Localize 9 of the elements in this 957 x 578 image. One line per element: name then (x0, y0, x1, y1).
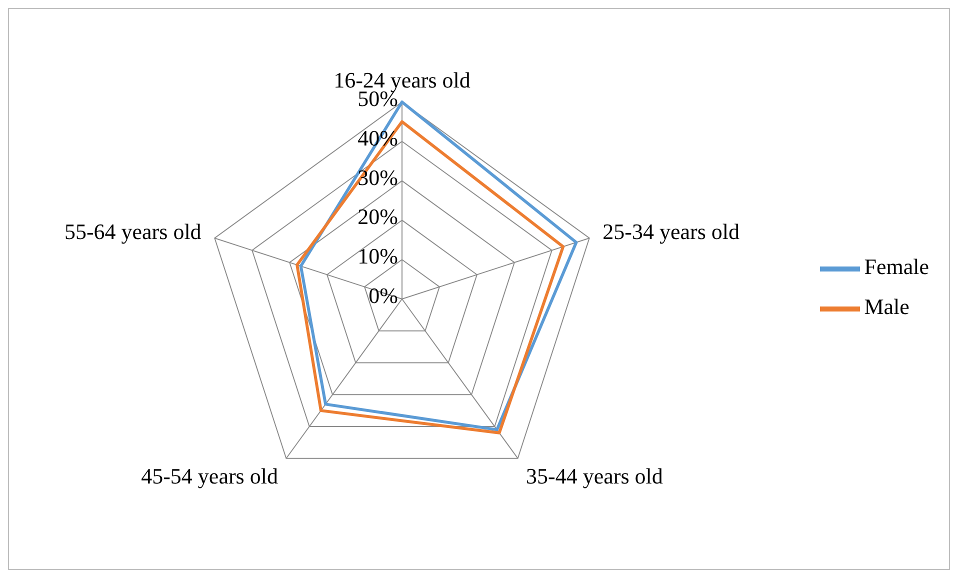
legend-label: Male (864, 294, 910, 320)
spoke-label: 25-34 years old (602, 218, 740, 244)
spoke-label: 45-54 years old (141, 464, 278, 489)
spoke-label: 35-44 years old (526, 464, 663, 489)
spoke-label: 55-64 years old (64, 218, 202, 244)
y-tick-label: 20% (358, 204, 398, 230)
legend-label: Female (864, 254, 929, 280)
y-tick-label: 10% (358, 244, 398, 269)
y-tick-label: 0% (368, 283, 398, 308)
